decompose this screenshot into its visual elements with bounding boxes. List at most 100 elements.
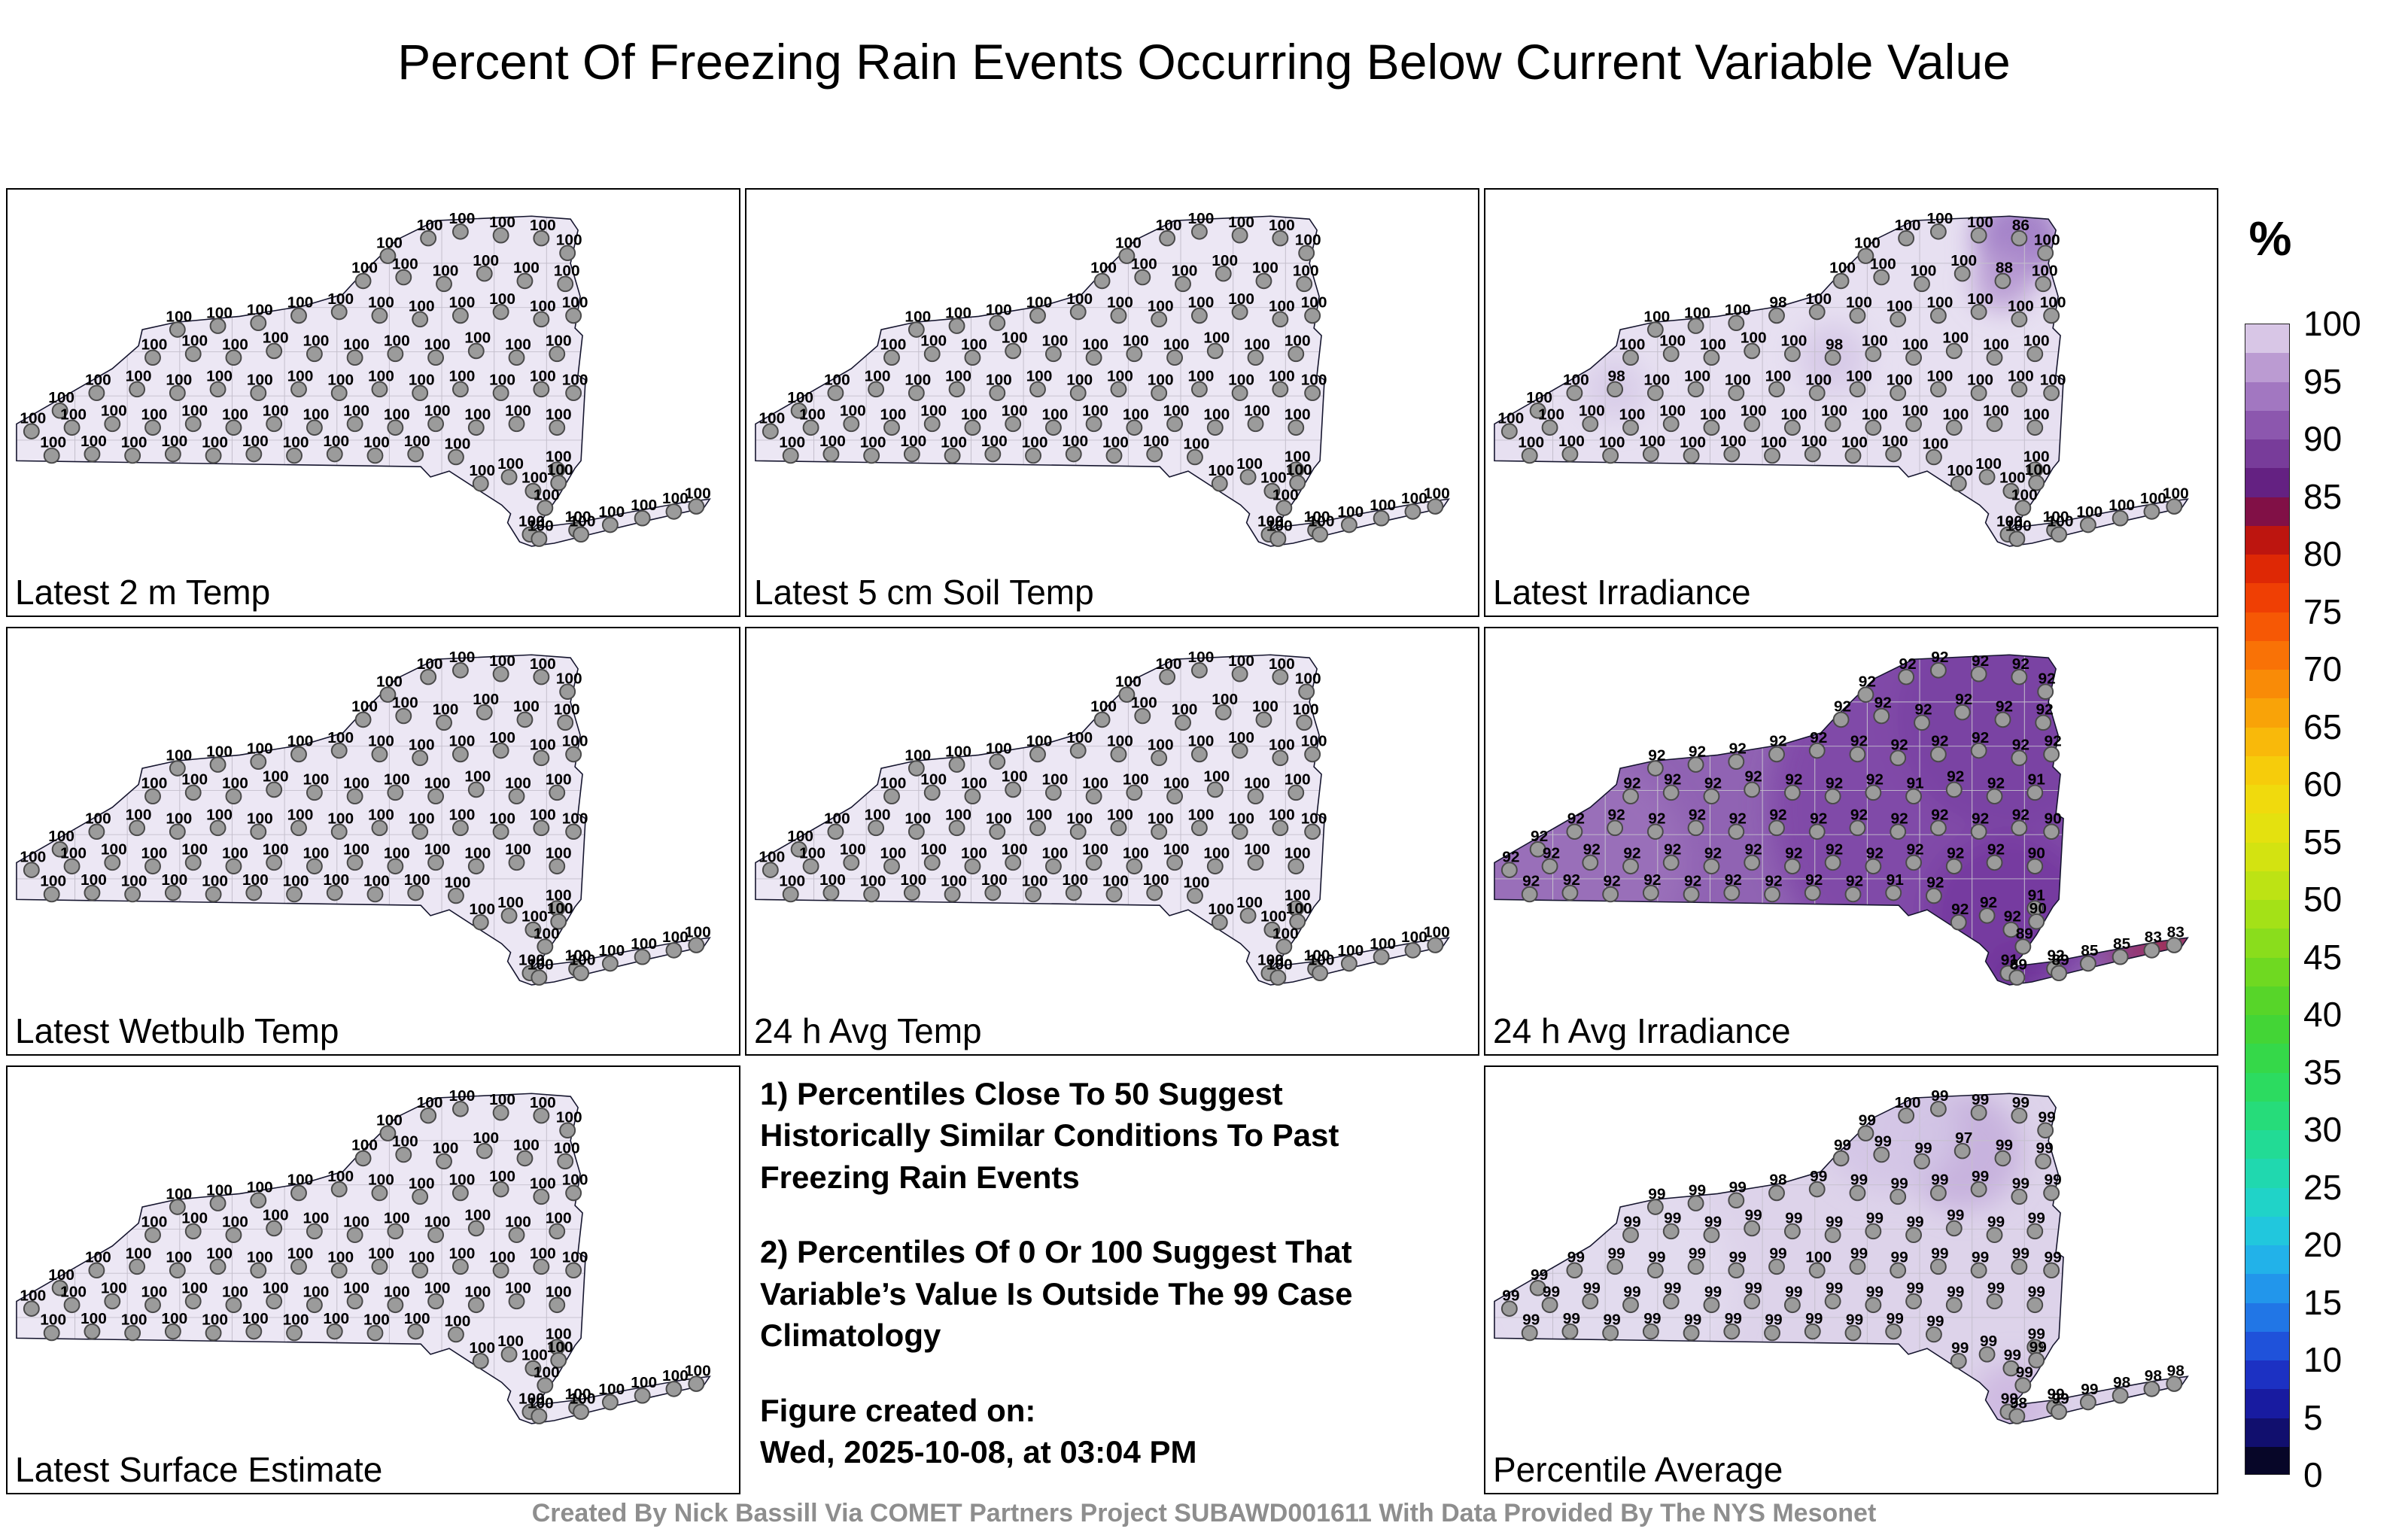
station-value-label: 100 <box>247 372 273 389</box>
station-marker: 99 <box>1687 1182 1706 1211</box>
station-marker: 100 <box>1684 368 1710 398</box>
station-value-label: 100 <box>1002 403 1028 420</box>
station-marker: 92 <box>1978 894 1997 924</box>
station-marker: 100 <box>1922 436 1948 466</box>
station-marker: 100 <box>1107 368 1133 398</box>
station-value-label: 100 <box>1659 333 1686 350</box>
station-marker: 100 <box>1643 372 1670 402</box>
station-marker: 99 <box>1929 1245 1949 1275</box>
station-value-label: 100 <box>363 873 390 890</box>
station-value-label: 100 <box>1163 403 1190 420</box>
station-value-label: 100 <box>206 1182 233 1199</box>
station-value-label: 100 <box>819 871 846 889</box>
colorbar-tick-label: 35 <box>2303 1052 2343 1092</box>
station-marker: 100 <box>920 403 947 433</box>
station-marker: 89 <box>2008 956 2027 986</box>
station-value-label: 100 <box>1082 336 1108 354</box>
station-marker: 100 <box>206 807 233 837</box>
station-value-label: 100 <box>513 260 540 277</box>
station-marker: 100 <box>1821 403 1847 433</box>
station-marker: 99 <box>1970 1091 1989 1121</box>
station-value-label: 100 <box>1090 260 1117 277</box>
station-value-label: 92 <box>1955 691 1972 708</box>
station-value-label: 100 <box>101 1280 127 1297</box>
station-marker: 100 <box>242 433 269 463</box>
station-marker: 100 <box>1942 330 1969 360</box>
station-marker: 100 <box>101 841 127 871</box>
station-value-label: 100 <box>1926 294 1953 312</box>
station-value-label: 100 <box>287 368 314 385</box>
station-value-label: 100 <box>1643 308 1670 325</box>
colorbar-tick-label: 30 <box>2303 1110 2343 1149</box>
station-value-label: 100 <box>1266 956 1293 974</box>
station-value-label: 90 <box>2029 900 2047 917</box>
station-marker: 92 <box>1808 810 1827 840</box>
station-marker: 99 <box>1728 1179 1747 1209</box>
station-marker: 100 <box>1183 436 1209 466</box>
station-value-label: 100 <box>1156 655 1182 673</box>
station-value-label: 92 <box>1648 746 1665 764</box>
station-value-label: 100 <box>662 929 689 946</box>
station-marker: 100 <box>242 1310 269 1340</box>
station-marker: 92 <box>1970 810 1989 840</box>
station-marker: 100 <box>1780 333 1807 363</box>
state-fill <box>755 216 1449 546</box>
station-marker: 99 <box>1873 1133 1892 1163</box>
station-marker: 100 <box>1212 691 1238 721</box>
station-marker: 100 <box>263 841 289 871</box>
station-marker: 100 <box>206 368 233 398</box>
station-value-label: 100 <box>433 701 459 719</box>
panel-latest-surface-estimate: Latest Surface Estimate 100 100 100 100 100 1… <box>6 1065 740 1494</box>
station-marker: 100 <box>1156 655 1182 685</box>
station-value-label: 100 <box>1805 1249 1832 1266</box>
station-marker: 92 <box>1832 698 1851 728</box>
colorbar-segment <box>2245 1130 2289 1160</box>
state-outline <box>16 1093 711 1424</box>
station-value-label: 100 <box>247 1249 273 1266</box>
station-value-label: 100 <box>101 841 127 859</box>
station-marker: 99 <box>1986 1280 2005 1310</box>
station-value-label: 100 <box>1187 368 1214 385</box>
station-value-label: 100 <box>222 845 248 862</box>
station-marker: 92 <box>1687 743 1706 773</box>
panel-label-percentile-average: Percentile Average <box>1493 1450 1783 1489</box>
station-value-label: 100 <box>206 305 233 322</box>
station-value-label: 100 <box>327 290 354 308</box>
station-value-label: 100 <box>1805 290 1832 308</box>
station-marker: 100 <box>530 217 556 247</box>
station-marker: 100 <box>384 1210 410 1240</box>
station-marker: 100 <box>1765 368 1791 398</box>
station-value-label: 100 <box>448 733 475 750</box>
station-value-label: 100 <box>368 1172 394 1189</box>
station-marker: 100 <box>1805 372 1832 402</box>
station-marker: 100 <box>920 333 947 363</box>
station-marker: 100 <box>323 871 349 901</box>
station-marker: 100 <box>1780 406 1807 436</box>
station-marker: 100 <box>424 775 450 805</box>
station-value-label: 100 <box>546 448 572 465</box>
station-value-label: 100 <box>1846 368 1872 385</box>
station-value-label: 100 <box>1107 733 1133 750</box>
colorbar-segment <box>2245 1446 2289 1474</box>
station-value-label: 99 <box>1826 1214 1843 1231</box>
station-value-label: 99 <box>1725 1310 1742 1327</box>
station-value-label: 100 <box>242 871 269 889</box>
station-marker: 100 <box>1123 406 1149 436</box>
station-marker: 92 <box>2037 670 2056 700</box>
station-marker: 100 <box>20 410 46 439</box>
station-value-label: 100 <box>206 368 233 385</box>
station-value-label: 100 <box>242 433 269 450</box>
station-value-label: 100 <box>1187 294 1214 312</box>
station-value-label: 100 <box>1183 874 1209 892</box>
station-value-label: 100 <box>473 691 499 708</box>
station-marker: 100 <box>448 294 475 324</box>
station-marker: 100 <box>1082 403 1108 433</box>
station-marker: 100 <box>1002 841 1028 871</box>
station-marker: 100 <box>986 302 1012 332</box>
station-marker: 100 <box>303 333 329 363</box>
station-value-label: 99 <box>1906 1280 1923 1297</box>
station-value-label: 99 <box>1583 1280 1601 1297</box>
station-marker: 92 <box>1986 841 2005 871</box>
